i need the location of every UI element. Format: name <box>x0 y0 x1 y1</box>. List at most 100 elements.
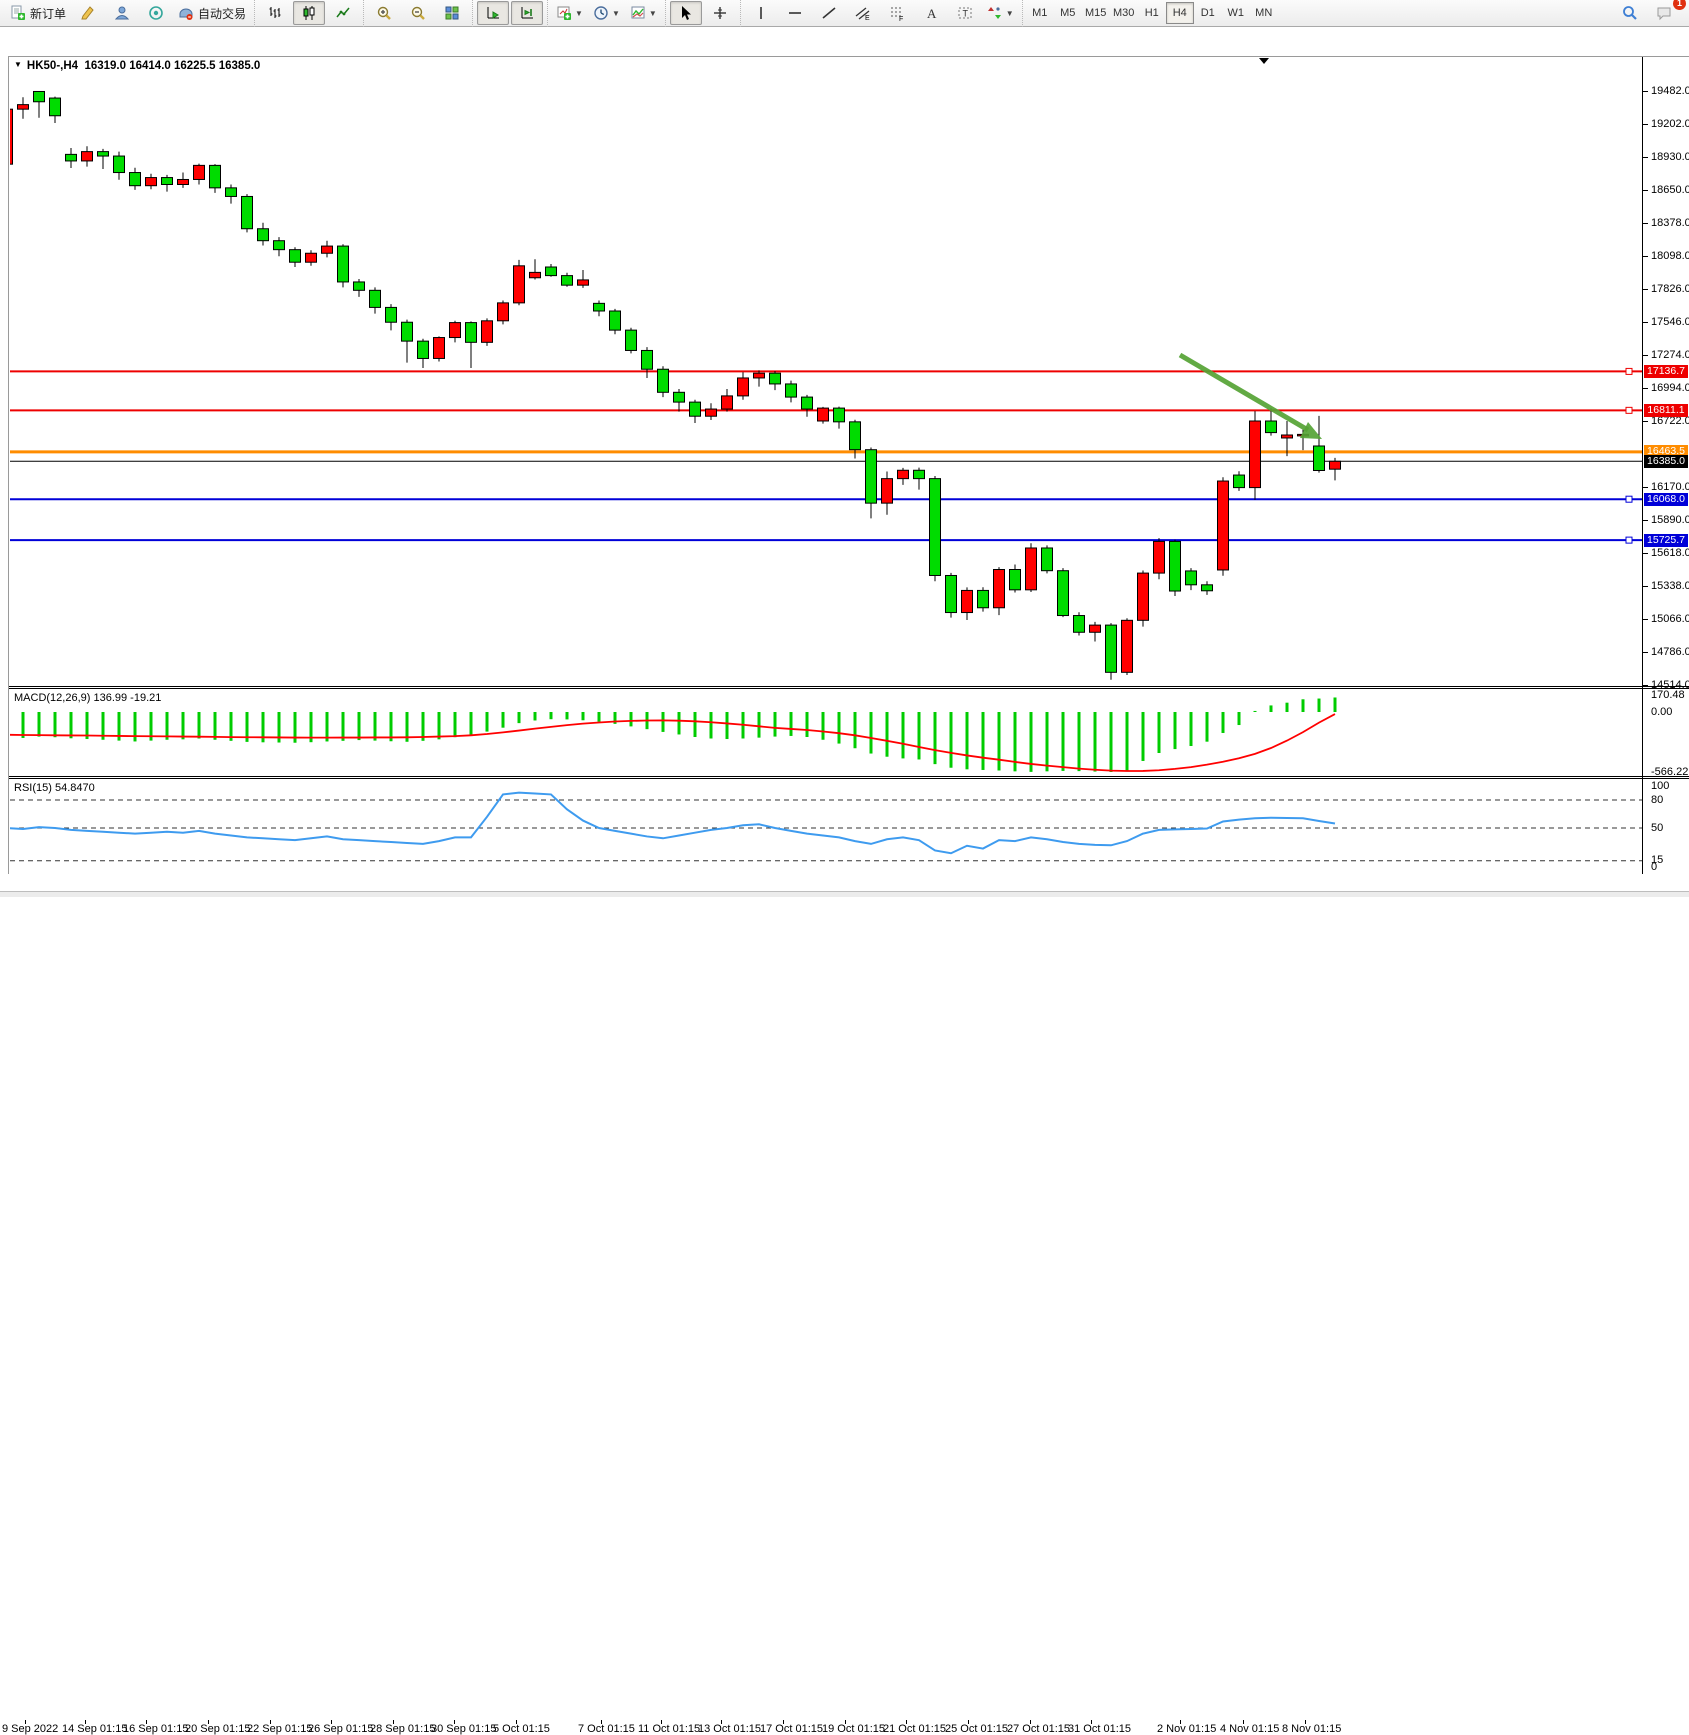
chevron-down-icon[interactable]: ▼ <box>575 8 583 18</box>
candle-body <box>1281 434 1293 439</box>
price-axis-label: 16994.0 <box>1651 381 1689 394</box>
tf-m5[interactable]: M5 <box>1060 7 1076 19</box>
toolbar-right: 1 <box>1613 0 1687 25</box>
current-price-label: 16385.0 <box>1644 454 1688 468</box>
linechart-icon <box>335 5 351 21</box>
arrow-head-icon <box>1300 422 1322 439</box>
toolbar-group-zoom <box>363 0 472 27</box>
chart-shift-marker-icon[interactable] <box>1259 58 1269 64</box>
time-axis[interactable]: 9 Sep 2022 14 Sep 01:15 16 Sep 01:15 20 Sep… <box>0 874 1689 1735</box>
tf-m30[interactable]: M30 <box>1113 7 1135 19</box>
candle-body <box>1057 570 1069 617</box>
autotrading-button[interactable]: 自动交易 <box>174 1 250 25</box>
new-chart-button[interactable]: ▼ <box>552 1 587 25</box>
downtrend-arrow[interactable] <box>1178 352 1322 439</box>
metaeditor-button[interactable] <box>72 1 104 25</box>
text-button[interactable]: A <box>915 1 947 25</box>
rsi-axis-label: 80 <box>1651 793 1664 806</box>
cursor-button[interactable] <box>669 1 702 25</box>
time-axis-label: 25 Oct 01:15 <box>945 1723 1008 1735</box>
horizontal-line-button[interactable] <box>779 1 811 25</box>
price-pane[interactable] <box>10 57 1642 686</box>
axis-tick <box>1643 190 1648 192</box>
fibonacci-button[interactable]: F <box>881 1 913 25</box>
zoom-in-button[interactable] <box>368 1 400 25</box>
time-axis-label: 5 Oct 01:15 <box>493 1723 550 1735</box>
price-axis-label: 14786.0 <box>1651 645 1689 658</box>
candle-body <box>897 469 909 480</box>
line-chart-button[interactable] <box>327 1 359 25</box>
cursor-icon <box>678 5 694 21</box>
time-axis-tick <box>968 1720 969 1724</box>
community-button[interactable] <box>106 1 138 25</box>
time-axis-tick <box>601 1720 602 1724</box>
zoom-in-icon <box>376 5 392 21</box>
time-axis-label: 2 Nov 01:15 <box>1157 1723 1217 1735</box>
tf-m1[interactable]: M1 <box>1032 7 1048 19</box>
radio-icon <box>148 5 164 21</box>
template-icon <box>630 5 646 21</box>
time-axis-tick <box>1180 1720 1181 1724</box>
tf-d1[interactable]: D1 <box>1200 7 1215 19</box>
candle-body <box>353 281 365 291</box>
pane-separator[interactable] <box>9 776 1689 777</box>
chevron-down-icon[interactable]: ▼ <box>611 8 620 18</box>
crosshair-button[interactable] <box>704 1 736 25</box>
hline-icon <box>787 5 803 21</box>
trendline-button[interactable] <box>813 1 845 25</box>
axis-tick <box>1643 124 1648 126</box>
price-axis-label: 15618.0 <box>1651 546 1689 559</box>
vertical-line-button[interactable] <box>745 1 777 25</box>
chart-menu-arrow-icon[interactable]: ▼ <box>14 60 22 69</box>
bars-chart-button[interactable] <box>259 1 291 25</box>
axis-tick <box>1643 388 1648 390</box>
level-line-handle[interactable] <box>1625 367 1633 375</box>
time-axis-tick <box>454 1720 455 1724</box>
price-axis-label: 18378.0 <box>1651 216 1689 229</box>
tf-m15[interactable]: M15 <box>1085 7 1107 19</box>
tile-windows-button[interactable] <box>436 1 468 25</box>
tf-w1[interactable]: W1 <box>1227 7 1244 19</box>
rsi-pane[interactable] <box>10 780 1642 874</box>
pane-separator <box>9 778 1689 779</box>
candle-body <box>817 407 829 422</box>
tf-mn[interactable]: MN <box>1255 7 1273 19</box>
chevron-down-icon[interactable]: ▼ <box>648 8 657 18</box>
chevron-down-icon[interactable]: ▼ <box>1005 8 1014 18</box>
text-label-button[interactable]: T <box>949 1 981 25</box>
search-button[interactable] <box>1614 1 1646 25</box>
svg-text:A: A <box>927 6 937 21</box>
candle-body <box>1121 619 1133 673</box>
templates-button[interactable]: ▼ <box>626 1 661 25</box>
tf-h4[interactable]: H4 <box>1165 2 1194 24</box>
equidistant-channel-button[interactable]: E <box>847 1 879 25</box>
axis-tick <box>1643 586 1648 588</box>
candle-body <box>497 302 509 322</box>
chart-shift-button[interactable] <box>511 1 544 25</box>
new-order-button[interactable]: 新订单 <box>6 1 70 25</box>
candle-body <box>1153 540 1165 574</box>
candle-body <box>577 279 589 286</box>
search-icon <box>1621 4 1639 22</box>
level-line-handle[interactable] <box>1625 536 1633 544</box>
notifications-button[interactable]: 1 <box>1648 0 1686 25</box>
axis-tick <box>1643 91 1648 92</box>
candle-body <box>369 289 381 308</box>
time-axis-label: 9 Sep 2022 <box>2 1723 59 1735</box>
level-line-handle[interactable] <box>1625 406 1633 414</box>
arrows-button[interactable]: ▼ <box>983 1 1018 25</box>
macd-pane[interactable] <box>10 689 1642 776</box>
zoom-out-button[interactable] <box>402 1 434 25</box>
level-line-handle[interactable] <box>1625 495 1633 503</box>
candles-chart-button[interactable] <box>293 1 326 25</box>
tf-h1[interactable]: H1 <box>1144 7 1159 19</box>
chart-window[interactable]: ▼ HK50-,H4 16319.0 16414.0 16225.5 16385.… <box>0 28 1689 1735</box>
market-radio-button[interactable] <box>140 1 172 25</box>
periods-button[interactable]: ▼ <box>589 1 624 25</box>
auto-scroll-button[interactable] <box>477 1 510 25</box>
candle-body <box>625 329 637 351</box>
candle-body <box>417 340 429 359</box>
pane-separator[interactable] <box>9 686 1689 687</box>
candle-body <box>593 302 605 312</box>
candle-body <box>513 265 525 304</box>
